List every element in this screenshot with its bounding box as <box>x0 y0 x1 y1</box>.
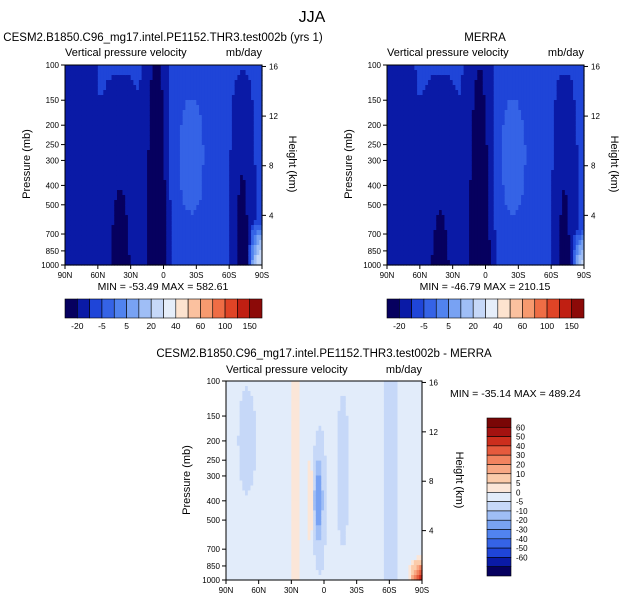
panel3-y2label: Height (km) <box>453 452 465 509</box>
x-tick-label: 90N <box>58 271 73 280</box>
panel1-minmax: MIN = -53.49 MAX = 582.61 <box>98 281 229 293</box>
y-tick-label: 700 <box>46 230 60 239</box>
y2-tick-label: 4 <box>269 211 274 220</box>
panel2-variable-label: Vertical pressure velocity <box>387 47 509 59</box>
x-tick-label: 60N <box>90 271 105 280</box>
x-tick-label: 30N <box>123 271 138 280</box>
panel1-variable-label: Vertical pressure velocity <box>65 47 187 59</box>
y-tick-label: 850 <box>46 247 60 256</box>
panel1-units-label: mb/day <box>226 47 263 59</box>
panel3-variable-label: Vertical pressure velocity <box>226 364 348 376</box>
panel1-ylabel: Pressure (mb) <box>21 129 33 199</box>
y-tick-label: 400 <box>46 181 60 190</box>
panel3-units-label: mb/day <box>386 364 423 376</box>
y2-tick-label: 16 <box>269 62 278 71</box>
panel2-units-label: mb/day <box>548 47 585 59</box>
y2-tick-label: 12 <box>269 112 278 121</box>
panel1-title: CESM2.B1850.C96_mg17.intel.PE1152.THR3.t… <box>3 32 323 44</box>
y-tick-label: 150 <box>46 96 60 105</box>
x-tick-label: 90S <box>255 271 269 280</box>
panel1-y2label: Height (km) <box>286 136 298 193</box>
panel1-plot: 90N 60N 30N 0 30S 60S 90S 100 150 200 250 300 400 500… <box>41 61 278 280</box>
main-title: JJA <box>299 9 326 26</box>
panel3-minmax: MIN = -35.14 MAX = 489.24 <box>450 388 581 400</box>
panel3-title: CESM2.B1850.C96_mg17.intel.PE1152.THR3.t… <box>156 348 492 360</box>
x-tick-label: 60S <box>222 271 236 280</box>
y-tick-label: 300 <box>46 156 60 165</box>
panel2-y2label: Height (km) <box>608 136 620 193</box>
panel3-ylabel: Pressure (mb) <box>181 445 193 515</box>
x-tick-label: 30S <box>189 271 203 280</box>
y-tick-label: 1000 <box>41 261 59 270</box>
panel2-minmax: MIN = -46.79 MAX = 210.15 <box>420 281 551 293</box>
y-tick-label: 250 <box>46 141 60 150</box>
y-tick-label: 100 <box>46 61 60 70</box>
x-tick-label: 0 <box>161 271 166 280</box>
y-tick-label: 500 <box>46 201 60 210</box>
y-tick-label: 200 <box>46 121 60 130</box>
panel2-ylabel: Pressure (mb) <box>343 129 355 199</box>
y2-tick-label: 8 <box>269 162 274 171</box>
panel2-title: MERRA <box>464 32 506 44</box>
